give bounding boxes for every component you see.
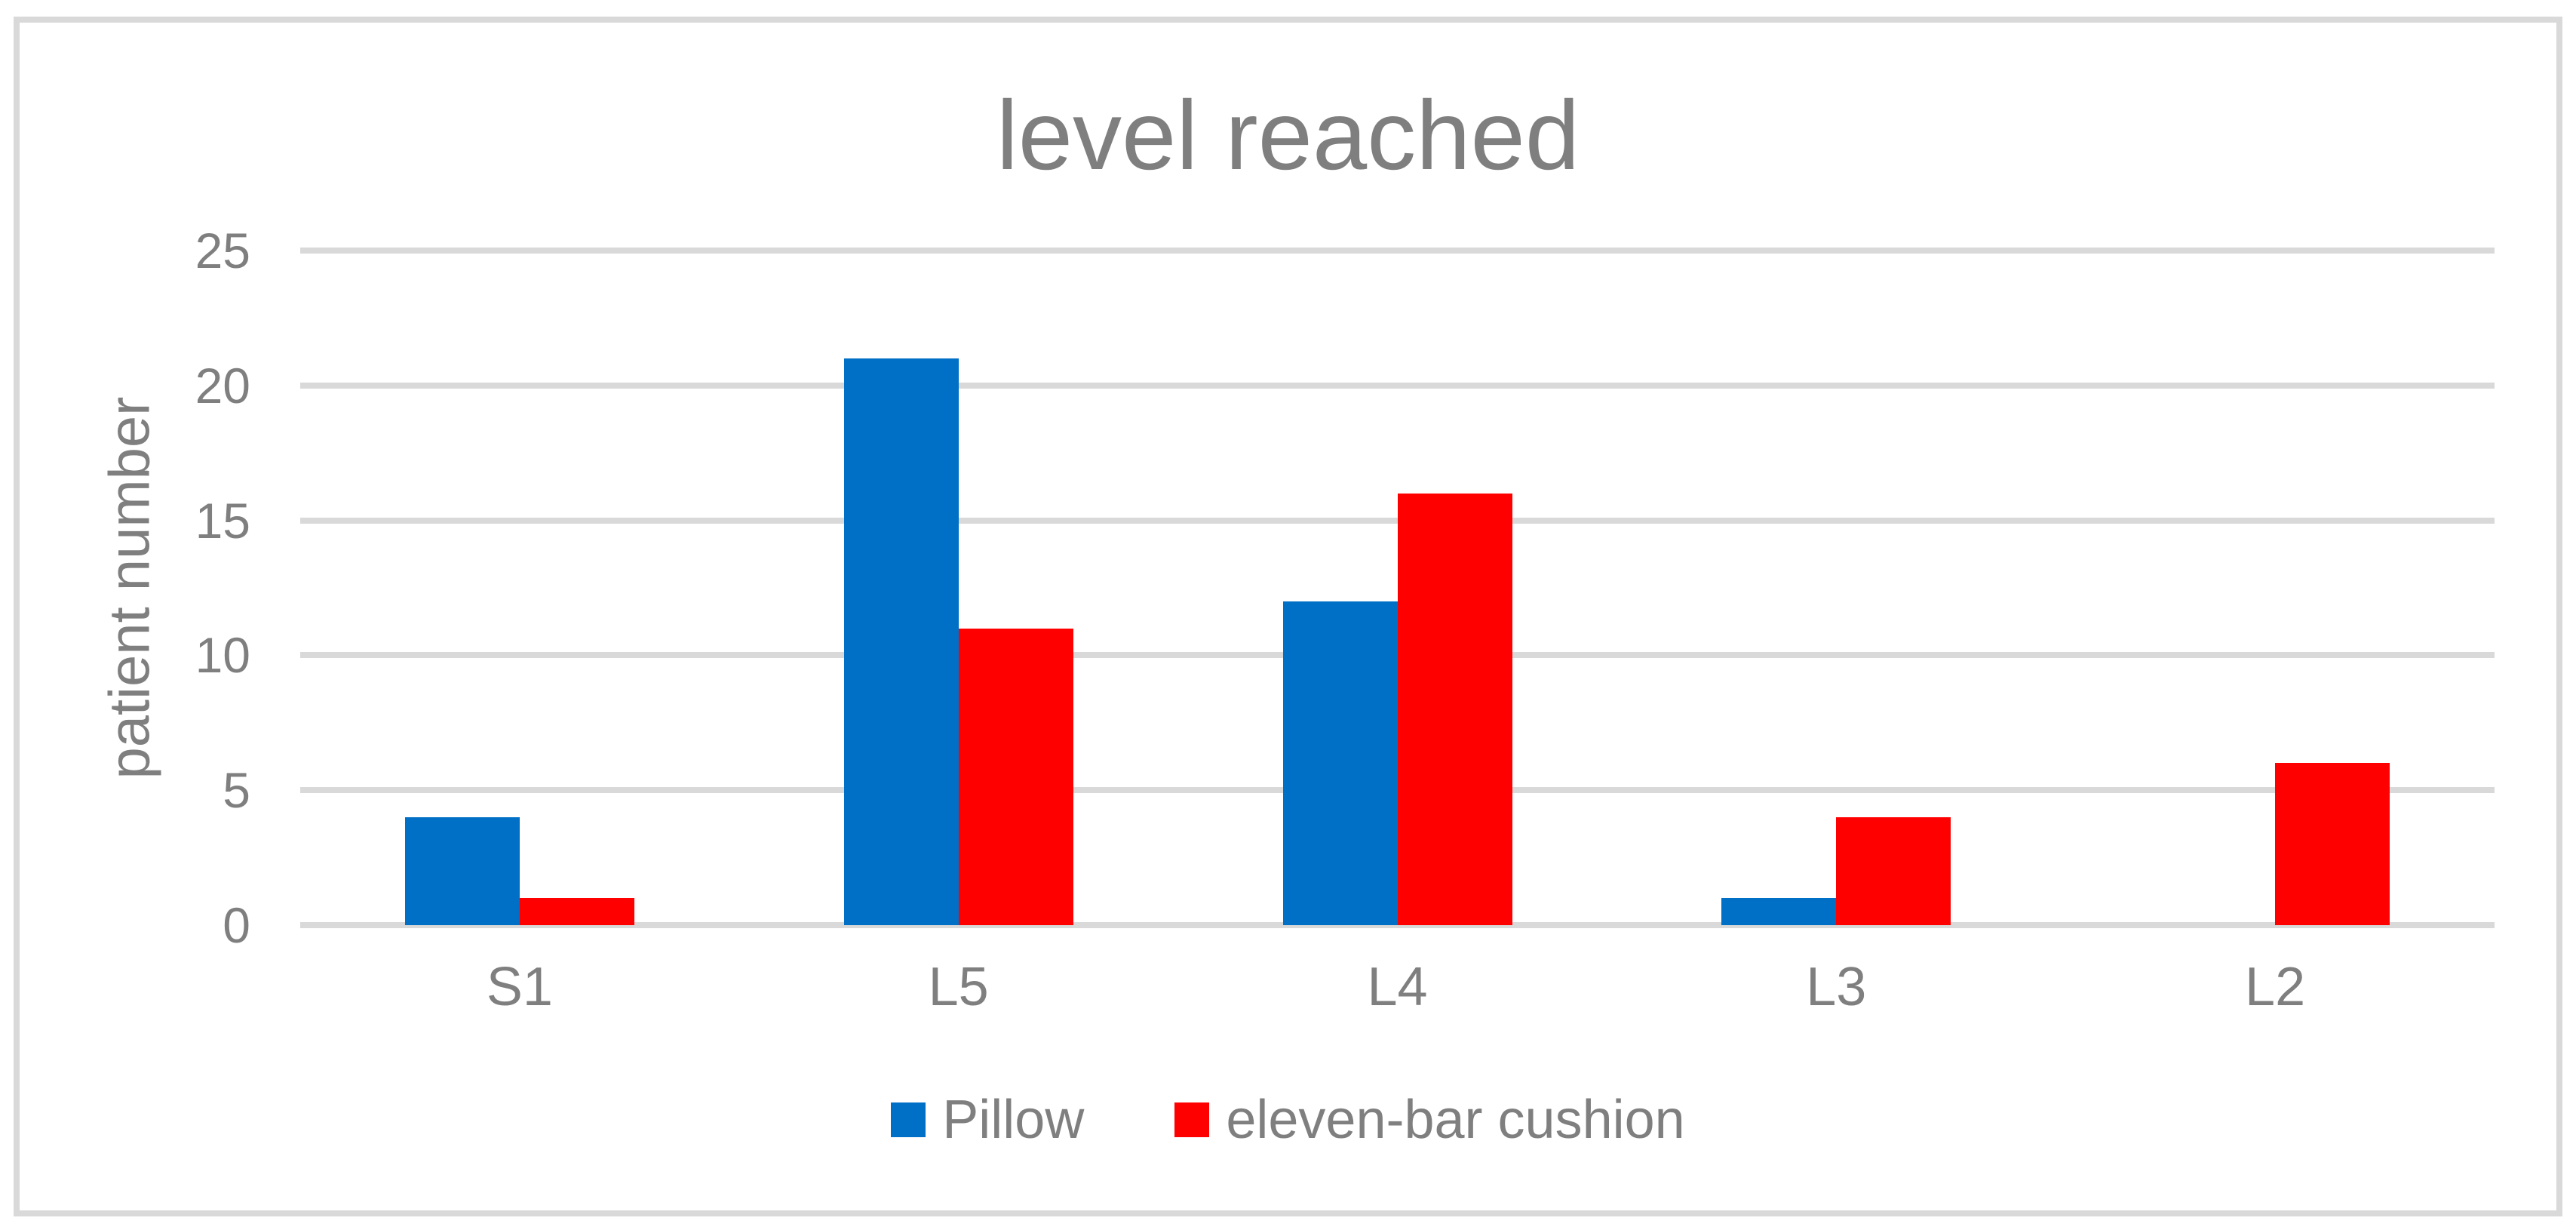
- legend-swatch-icon: [891, 1102, 926, 1137]
- legend: Pillow eleven-bar cushion: [0, 1090, 2576, 1150]
- x-category-label-L4: L4: [1367, 957, 1428, 1017]
- y-tick-label-15: 15: [195, 492, 250, 549]
- legend-label: Pillow: [942, 1090, 1085, 1150]
- legend-swatch-icon: [1174, 1102, 1210, 1137]
- legend-item-eleven-bar-cushion: eleven-bar cushion: [1174, 1090, 1685, 1150]
- bar-L5-pillow: [843, 358, 959, 925]
- legend-label: eleven-bar cushion: [1226, 1090, 1685, 1150]
- x-category-label-L5: L5: [928, 957, 989, 1017]
- x-category-label-S1: S1: [486, 957, 553, 1017]
- bar-L3-eleven-bar-cushion: [1836, 816, 1951, 925]
- chart-title: level reached: [996, 80, 1580, 190]
- gridline-y-20: [300, 382, 2495, 389]
- x-category-label-L2: L2: [2245, 957, 2306, 1017]
- y-tick-label-5: 5: [223, 762, 250, 819]
- bar-S1-pillow: [404, 816, 520, 925]
- legend-item-pillow: Pillow: [891, 1090, 1084, 1150]
- bar-S1-eleven-bar-cushion: [519, 898, 634, 925]
- bar-L4-eleven-bar-cushion: [1397, 493, 1512, 925]
- y-tick-label-20: 20: [195, 357, 250, 414]
- y-tick-label-10: 10: [195, 627, 250, 684]
- bar-L5-eleven-bar-cushion: [958, 628, 1073, 925]
- y-tick-label-0: 0: [223, 897, 250, 953]
- gridline-y-25: [300, 248, 2495, 254]
- x-category-label-L3: L3: [1806, 957, 1867, 1017]
- bar-L3-pillow: [1721, 898, 1837, 925]
- bar-L2-eleven-bar-cushion: [2275, 763, 2390, 925]
- gridline-y-0: [300, 922, 2495, 928]
- bar-L4-pillow: [1282, 601, 1398, 925]
- y-tick-label-25: 25: [195, 223, 250, 278]
